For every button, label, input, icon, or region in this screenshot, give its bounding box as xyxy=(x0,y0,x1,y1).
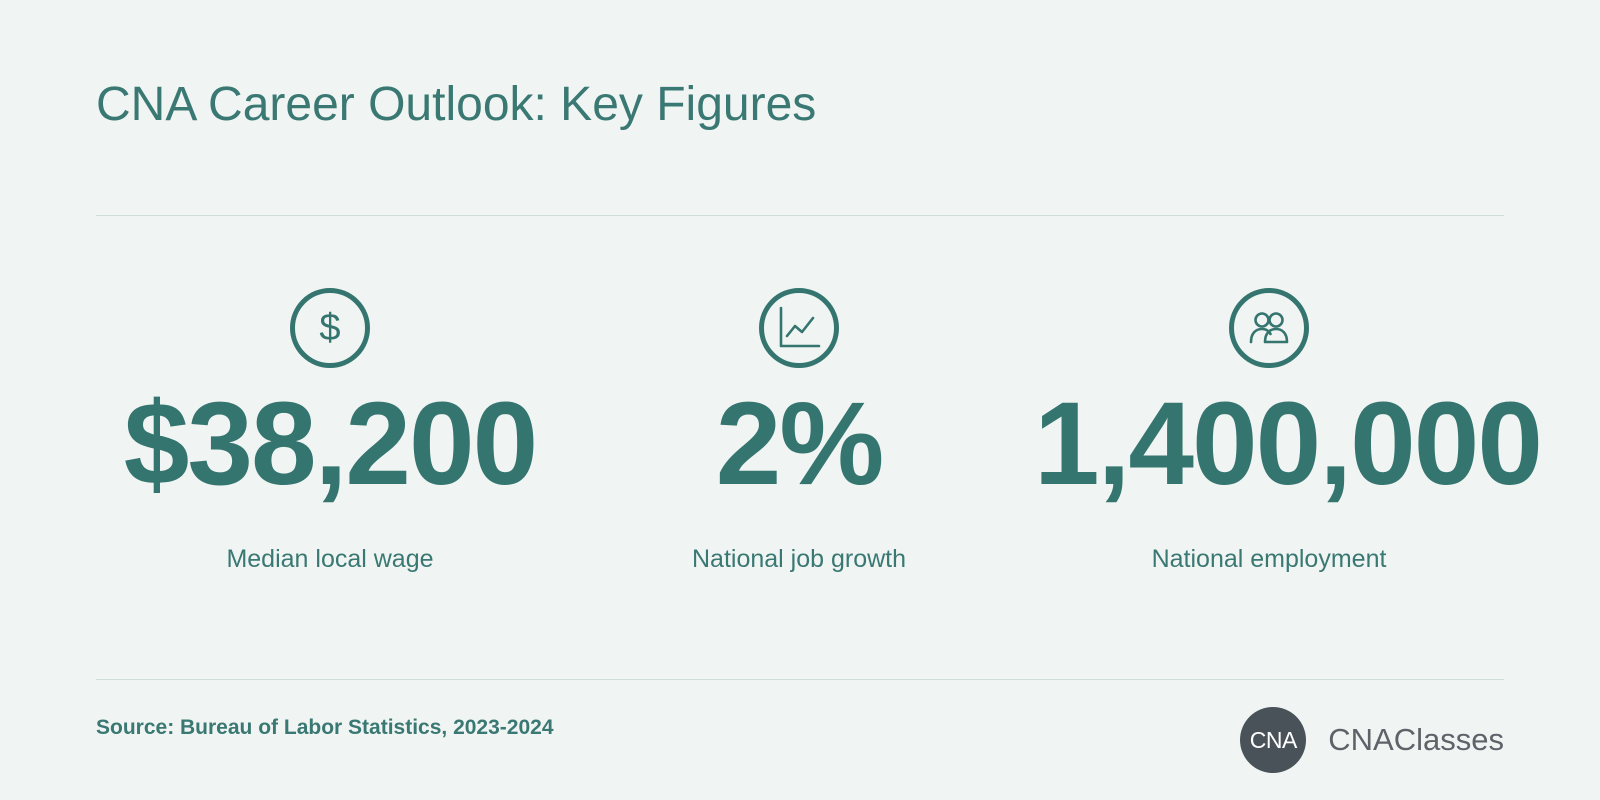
source-note: Source: Bureau of Labor Statistics, 2023… xyxy=(96,716,554,739)
stat-value: 2% xyxy=(715,378,885,510)
stat-median-wage: $ $38,200 Median local wage xyxy=(95,288,565,574)
bottom-divider xyxy=(96,679,1504,680)
logo-mark: CNA xyxy=(1240,707,1307,773)
people-icon xyxy=(1229,288,1309,368)
brand-logo: CNA CNAClasses xyxy=(1240,706,1504,774)
dollar-icon: $ xyxy=(290,288,370,368)
stat-label: National employment xyxy=(1151,545,1387,573)
logo-text: CNAClasses xyxy=(1328,722,1504,757)
line-chart-icon xyxy=(759,288,839,368)
page-title: CNA Career Outlook: Key Figures xyxy=(96,78,817,131)
stat-value: 1,400,000 xyxy=(1034,378,1543,510)
stat-value: $38,200 xyxy=(123,378,539,510)
stat-label: Median local wage xyxy=(226,545,434,573)
stat-job-growth: 2% National job growth xyxy=(564,288,1034,574)
stat-label: National job growth xyxy=(691,545,906,573)
dollar-glyph: $ xyxy=(319,307,341,349)
top-divider xyxy=(96,215,1504,216)
stat-employment: 1,400,000 National employment xyxy=(1034,288,1543,574)
